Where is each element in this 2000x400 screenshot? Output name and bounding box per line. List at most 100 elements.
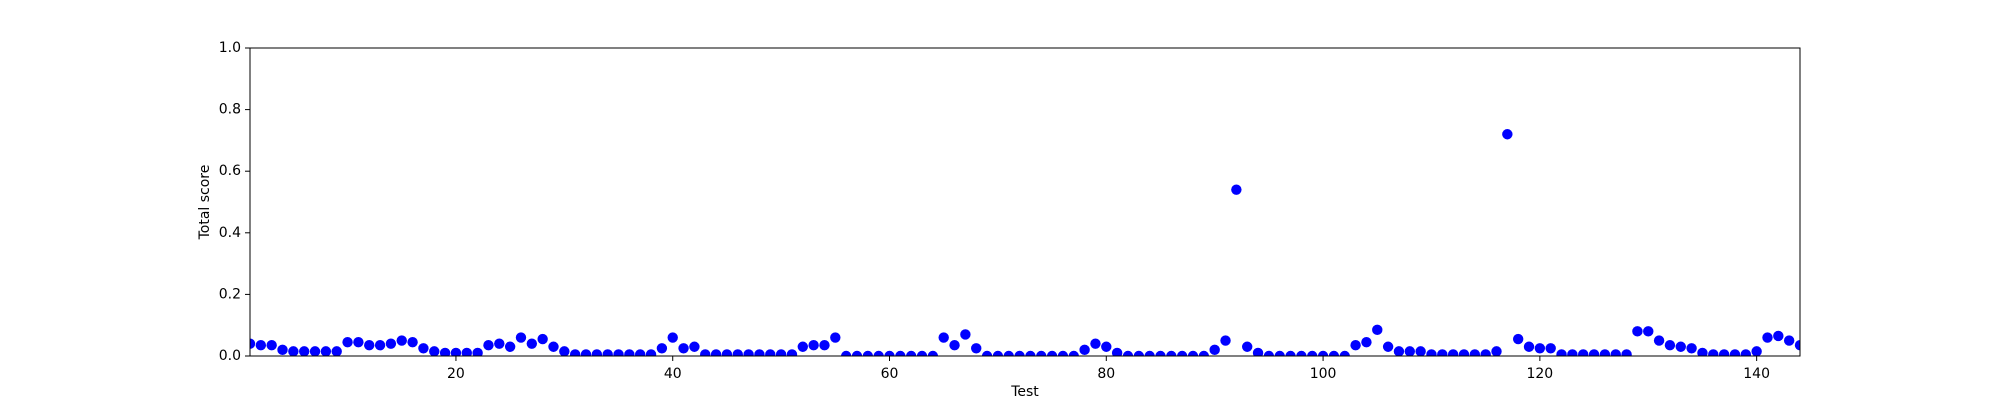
point [537,333,548,345]
point [1718,349,1730,356]
point [277,344,288,356]
point [1708,349,1719,356]
point [830,332,841,343]
point [255,340,267,351]
point [472,347,483,356]
point [1773,330,1784,342]
point [1122,350,1134,356]
point [1567,349,1578,356]
point [407,336,418,348]
y-axis-label: Total score [197,165,213,241]
point [559,346,570,356]
point [786,349,798,356]
point [1166,350,1177,356]
y-tick-label: 0.8 [219,102,241,118]
point [1599,349,1611,356]
point [765,349,776,356]
point [569,349,581,356]
point [1393,346,1405,356]
point [1003,350,1014,356]
point [1198,350,1210,356]
point [1610,349,1621,356]
point [1664,340,1676,351]
y-tick-label: 0.2 [219,286,241,302]
point [515,332,527,343]
point [298,346,310,356]
point [418,343,429,354]
point [949,340,960,351]
point [1632,326,1643,337]
point [645,349,657,356]
point [450,347,462,356]
point [591,349,603,356]
point [851,350,863,356]
point [895,350,906,356]
point [1512,333,1524,345]
point [1025,350,1036,356]
point [342,336,353,348]
point [1480,349,1491,356]
x-axis-label: Test [1010,384,1039,400]
point [1491,346,1502,356]
point [1372,324,1383,336]
point [1036,350,1047,356]
point [840,350,852,356]
point [700,349,711,356]
point [1220,335,1231,346]
point [1762,332,1773,343]
point [266,340,277,351]
point [1794,340,1800,351]
point [353,336,364,348]
point [1783,335,1795,346]
point [1740,349,1752,356]
x-tick-label: 120 [1526,366,1553,382]
point [732,349,743,356]
point [504,341,516,352]
point [1014,350,1025,356]
point [1176,350,1188,356]
x-tick-label: 100 [1310,366,1337,382]
point [819,340,830,351]
point [331,346,342,356]
point [1144,350,1155,356]
point [602,349,613,356]
point [1187,350,1199,356]
point [808,340,819,351]
point [396,335,407,346]
point [1133,350,1145,356]
point [678,343,689,354]
point [938,332,949,343]
point [1317,350,1329,356]
point [1469,349,1481,356]
point [635,349,646,356]
point [364,340,375,351]
point [309,346,321,356]
point [667,332,678,343]
point [483,340,494,351]
point [320,346,332,356]
plot-area [250,129,1800,356]
point [1274,350,1285,356]
point [721,349,733,356]
point [1415,346,1426,356]
point [1382,341,1394,352]
point [927,350,939,356]
y-tick-label: 1.0 [219,40,241,56]
point [1111,347,1123,356]
point [1209,344,1220,356]
point [1307,350,1318,356]
point [971,343,982,354]
point [905,350,917,356]
point [873,350,884,356]
point [494,338,505,349]
point [1458,349,1470,356]
point [1588,349,1600,356]
point [613,349,624,356]
x-tick-label: 140 [1743,366,1770,382]
x-tick-label: 60 [881,366,899,382]
point [1057,350,1069,356]
y-tick-label: 0.6 [219,163,241,179]
point [1556,349,1567,356]
y-tick-label: 0.4 [219,225,241,241]
point [960,329,971,340]
